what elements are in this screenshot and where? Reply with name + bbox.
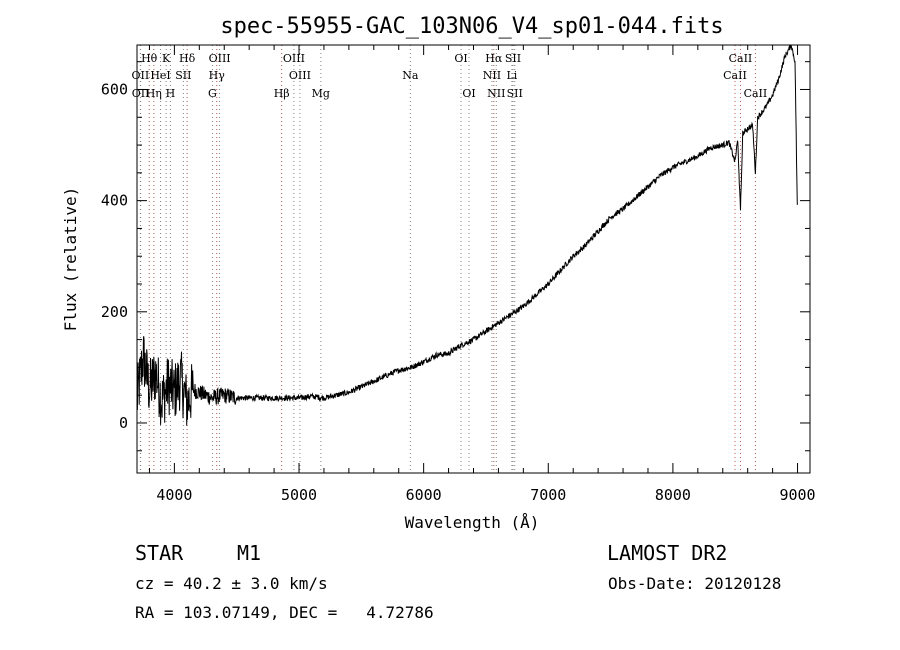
x-tick-label: 5000 <box>281 486 317 504</box>
spectral-line-label: NII <box>483 69 501 82</box>
x-tick-label: 6000 <box>406 486 442 504</box>
spectral-line-label: Hγ <box>209 69 226 82</box>
spectral-line-label: CaII <box>723 69 747 82</box>
spectrum-line <box>136 44 798 426</box>
plot-frame <box>136 44 811 474</box>
spectral-line-label: OII <box>132 87 150 100</box>
x-axis: 4000 5000 6000 7000 8000 9000 <box>148 45 816 504</box>
spectral-line-label: HeI <box>150 69 170 82</box>
spectral-line-label: NII <box>487 87 505 100</box>
spectral-line-label: SII <box>507 87 523 100</box>
spectral-line-label: Hβ <box>274 87 290 100</box>
y-axis: 0 200 400 600 <box>101 61 810 452</box>
spectral-line-label: OIII <box>209 52 231 65</box>
spectral-line-label: Na <box>402 69 419 82</box>
object-class: STAR <box>135 541 184 565</box>
spectral-line-label: Hθ <box>141 52 158 65</box>
obs-date: Obs-Date: 20120128 <box>608 574 782 593</box>
x-tick-label: 9000 <box>779 486 815 504</box>
spectral-line-label: OII <box>132 69 150 82</box>
spectral-line-label: Mg <box>312 87 330 100</box>
spectral-line-label: SII <box>505 52 521 65</box>
coordinates: RA = 103.07149, DEC = 4.72786 <box>135 603 434 622</box>
x-axis-label: Wavelength (Å) <box>405 513 540 532</box>
spectral-line-label: G <box>208 87 217 100</box>
spectral-line-label: CaII <box>729 52 753 65</box>
redshift-text: cz = 40.2 ± 3.0 km/s <box>135 574 328 593</box>
spectral-line-label: H <box>166 87 176 100</box>
survey-name: LAMOST DR2 <box>607 541 728 565</box>
spectral-line-label: Hδ <box>179 52 196 65</box>
x-tick-label: 4000 <box>156 486 192 504</box>
spectral-line-markers <box>139 45 756 473</box>
y-tick-label: 600 <box>101 80 128 98</box>
spectral-line-label: Hα <box>485 52 503 65</box>
spectral-line-label: OI <box>454 52 467 65</box>
y-tick-label: 0 <box>119 414 128 432</box>
spectral-line-label: K <box>162 52 171 65</box>
spectral-line-label: OI <box>462 87 475 100</box>
y-tick-label: 400 <box>101 192 128 210</box>
x-tick-label: 8000 <box>655 486 691 504</box>
spectral-line-label: Li <box>506 69 517 82</box>
y-tick-label: 200 <box>101 303 128 321</box>
spectral-line-label: OIII <box>289 69 311 82</box>
y-axis-label: Flux (relative) <box>61 187 80 332</box>
x-tick-label: 7000 <box>530 486 566 504</box>
chart-title: spec-55955-GAC_103N06_V4_sp01-044.fits <box>220 14 723 39</box>
spectral-line-label: Hη <box>146 87 162 100</box>
spectral-line-label: OIII <box>283 52 305 65</box>
spectral-line-label: SII <box>175 69 191 82</box>
spectral-line-label: CaII <box>744 87 768 100</box>
object-subclass: M1 <box>237 541 262 565</box>
